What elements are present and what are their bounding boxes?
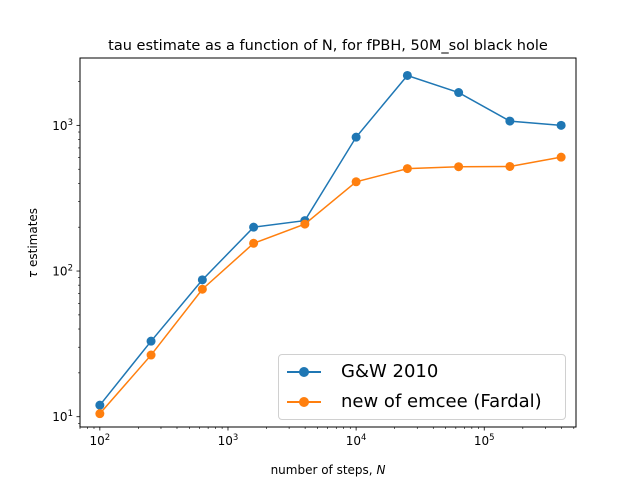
legend-item-fardal: new of emcee (Fardal)	[279, 387, 565, 417]
data-point-series-1	[454, 162, 464, 172]
legend-marker	[299, 397, 309, 407]
data-point-series-0	[351, 132, 361, 142]
y-axis: 101 102 103	[52, 81, 80, 424]
data-point-series-1	[95, 409, 105, 419]
data-point-series-0	[146, 336, 156, 346]
data-point-series-1	[300, 219, 310, 229]
data-point-series-0	[454, 88, 464, 98]
legend-label: new of emcee (Fardal)	[341, 391, 542, 412]
data-point-series-1	[505, 161, 515, 171]
y-axis-label: τ estimates	[26, 208, 40, 278]
data-point-series-1	[197, 284, 207, 294]
legend-item-gw2010: G&W 2010	[279, 357, 565, 387]
series-line-0	[99, 74, 562, 406]
x-tick-label: 105	[474, 433, 495, 448]
series-layer	[95, 70, 566, 419]
data-point-series-1	[351, 177, 361, 187]
data-point-series-0	[249, 222, 259, 232]
data-point-series-1	[556, 152, 566, 162]
data-point-series-0	[197, 275, 207, 285]
x-axis-label: number of steps, N	[271, 463, 386, 477]
data-point-series-1	[402, 164, 412, 174]
plot-area	[79, 57, 577, 428]
y-tick-label: 101	[52, 409, 73, 424]
x-axis: 102 103 104 105	[79, 427, 575, 448]
x-tick-label: 102	[89, 433, 110, 448]
y-tick-label: 103	[52, 118, 73, 133]
x-tick-label: 103	[218, 433, 239, 448]
data-point-series-0	[402, 70, 412, 80]
data-point-series-0	[556, 120, 566, 130]
data-point-series-1	[146, 350, 156, 360]
data-point-series-1	[249, 238, 259, 248]
data-point-series-0	[505, 116, 515, 126]
chart-title: tau estimate as a function of N, for fPB…	[108, 38, 548, 54]
legend: G&W 2010 new of emcee (Fardal)	[278, 354, 566, 420]
y-tick-label: 102	[52, 264, 73, 279]
legend-marker	[299, 367, 309, 377]
x-tick-label: 104	[346, 433, 367, 448]
series-line-1	[99, 156, 562, 415]
data-point-series-0	[95, 400, 105, 410]
legend-label: G&W 2010	[341, 361, 439, 382]
